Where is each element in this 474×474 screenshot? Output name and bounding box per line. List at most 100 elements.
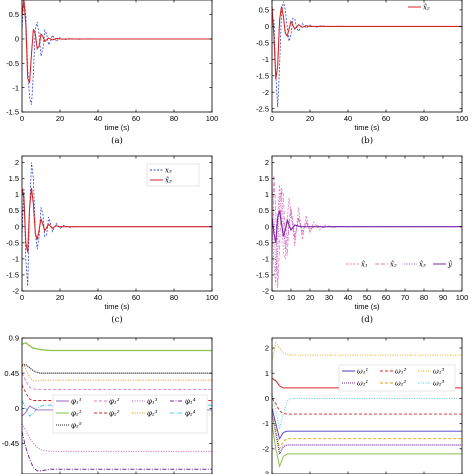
legend-label: ω₁³ bbox=[433, 368, 445, 376]
x-tick-label: 50 bbox=[363, 293, 371, 302]
y-tick-label: 1 bbox=[265, 190, 269, 199]
chart-f: -3 -2 -1 0 1 2 ω₁¹ ω₁² ω₁³ ω₂¹ ω₂² ω₂³ bbox=[262, 337, 463, 474]
series-line-8 bbox=[272, 423, 462, 469]
x-axis-label: time (s) bbox=[105, 123, 131, 132]
y-tick-label: 0.9 bbox=[9, 334, 19, 343]
series-line-8 bbox=[22, 423, 212, 452]
x-tick-label: 40 bbox=[344, 114, 352, 123]
y-tick-label: -2.5 bbox=[256, 104, 269, 113]
y-tick-label: 0 bbox=[265, 394, 269, 403]
axes-frame bbox=[271, 0, 463, 113]
x-tick-label: 90 bbox=[439, 293, 447, 302]
series-line-2 bbox=[22, 363, 212, 374]
x-tick-label: 80 bbox=[420, 293, 428, 302]
panel-caption: (c) bbox=[111, 314, 122, 325]
axes-frame bbox=[21, 155, 213, 292]
y-tick-label: 0.45 bbox=[4, 369, 19, 378]
y-tick-label: -1.5 bbox=[256, 271, 269, 280]
x-tick-label: 80 bbox=[420, 114, 428, 123]
axes-frame bbox=[21, 0, 213, 113]
legend-label: φ₁³ bbox=[147, 398, 158, 406]
legend: ω₁¹ ω₁² ω₁³ ω₂¹ ω₂² ω₂³ bbox=[338, 364, 456, 392]
series-line-1 bbox=[22, 0, 212, 105]
legend-label: x̂₂ bbox=[390, 260, 397, 269]
y-tick-label: 0.5 bbox=[9, 206, 19, 215]
y-tick-label: 0 bbox=[265, 22, 269, 31]
legend-label: φ₂³ bbox=[147, 410, 158, 418]
legend-label: φ₁² bbox=[109, 398, 120, 406]
series-line-2 bbox=[22, 0, 212, 83]
legend-label: φ₂⁵ bbox=[71, 422, 82, 430]
y-tick-label: -2 bbox=[262, 88, 269, 97]
x-tick-label: 0 bbox=[270, 293, 274, 302]
legend-label: x̂₃ bbox=[419, 260, 426, 269]
x-axis-label: time (s) bbox=[105, 302, 131, 311]
y-tick-label: -2 bbox=[12, 287, 19, 296]
x-tick-label: 0 bbox=[20, 293, 24, 302]
legend: x̂₂ bbox=[408, 3, 430, 12]
x-tick-label: 60 bbox=[382, 293, 390, 302]
legend-label: ω₁² bbox=[395, 368, 407, 376]
x-tick-label: 70 bbox=[401, 293, 409, 302]
x-tick-label: 0 bbox=[20, 114, 24, 123]
y-tick-label: -1.5 bbox=[6, 108, 19, 117]
series-line-2 bbox=[272, 175, 462, 288]
y-tick-label: 1 bbox=[15, 190, 19, 199]
x-tick-label: 100 bbox=[456, 293, 469, 302]
legend-label: x̂₃ bbox=[165, 176, 172, 185]
series-line-2 bbox=[22, 187, 212, 253]
series-group bbox=[272, 341, 462, 469]
y-tick-label: 0 bbox=[15, 35, 19, 44]
series-group bbox=[272, 175, 462, 288]
y-tick-label: -1 bbox=[262, 419, 269, 428]
x-axis-label: time (s) bbox=[355, 123, 381, 132]
x-tick-label: 60 bbox=[382, 114, 390, 123]
series-line-2 bbox=[272, 6, 462, 80]
y-tick-label: 2 bbox=[15, 158, 19, 167]
legend-label: ω₂³ bbox=[433, 380, 445, 388]
y-tick-label: -2 bbox=[262, 287, 269, 296]
y-tick-label: 0 bbox=[15, 404, 19, 413]
y-tick-label: 0 bbox=[15, 222, 19, 231]
y-tick-label: -0.5 bbox=[256, 38, 269, 47]
series-line-3 bbox=[272, 393, 462, 429]
x-tick-label: 20 bbox=[56, 293, 64, 302]
series-line-2 bbox=[272, 377, 462, 389]
legend-label: ŷ bbox=[447, 261, 453, 269]
chart-d: 0 10 20 30 40 50 60 70 80 90 100 -2 -1.5 -1 -0.5 0 0.5 1 1… bbox=[256, 155, 469, 325]
legend-label: x̂₂ bbox=[423, 3, 430, 12]
panel-caption: (a) bbox=[111, 135, 123, 146]
legend: φ₁¹ φ₁² φ₁³ φ₁⁴ φ₂¹ φ₂² φ₂³ φ₂⁴ φ₂⁵ bbox=[52, 394, 208, 434]
chart-a: 0 20 40 60 80 100 -1.5 -1 -0.5 0 0.5 time (s) (a) bbox=[6, 0, 218, 146]
legend-label: ω₁¹ bbox=[357, 368, 369, 376]
series-line-4 bbox=[272, 210, 462, 243]
y-tick-label: -2 bbox=[262, 444, 269, 453]
y-tick-label: -1 bbox=[262, 55, 269, 64]
series-line-5 bbox=[22, 384, 212, 401]
legend-box bbox=[146, 163, 200, 187]
series-line-5 bbox=[272, 403, 462, 451]
chart-b: 0 20 40 60 80 100 -2.5 -2 -1.5 -1 -0.5 0 0.5 time (s)… bbox=[256, 0, 468, 146]
x-tick-label: 20 bbox=[56, 114, 64, 123]
series-line-4 bbox=[272, 398, 462, 415]
x-tick-label: 20 bbox=[306, 293, 314, 302]
y-tick-label: -1 bbox=[12, 83, 19, 92]
series-line-6 bbox=[272, 408, 462, 440]
chart-c: 0 20 40 60 80 100 -2 -1.5 -1 -0.5 0 0.5 1 1.5 2 time (s… bbox=[6, 155, 218, 325]
x-tick-label: 60 bbox=[132, 114, 140, 123]
series-line-7 bbox=[22, 405, 212, 417]
series-line-1 bbox=[272, 341, 462, 361]
legend-label: ω₂² bbox=[395, 380, 407, 388]
axes-frame bbox=[21, 337, 213, 474]
x-tick-label: 40 bbox=[94, 293, 102, 302]
series-line-1 bbox=[272, 184, 462, 285]
x-tick-label: 80 bbox=[170, 293, 178, 302]
y-tick-label: -0.5 bbox=[6, 238, 19, 247]
y-tick-label: 2 bbox=[265, 344, 269, 353]
x-tick-label: 0 bbox=[270, 114, 274, 123]
y-tick-label: -0.5 bbox=[6, 59, 19, 68]
series-line-1 bbox=[272, 1, 462, 108]
series-line-3 bbox=[22, 361, 212, 382]
y-tick-label: -0.45 bbox=[2, 439, 19, 448]
